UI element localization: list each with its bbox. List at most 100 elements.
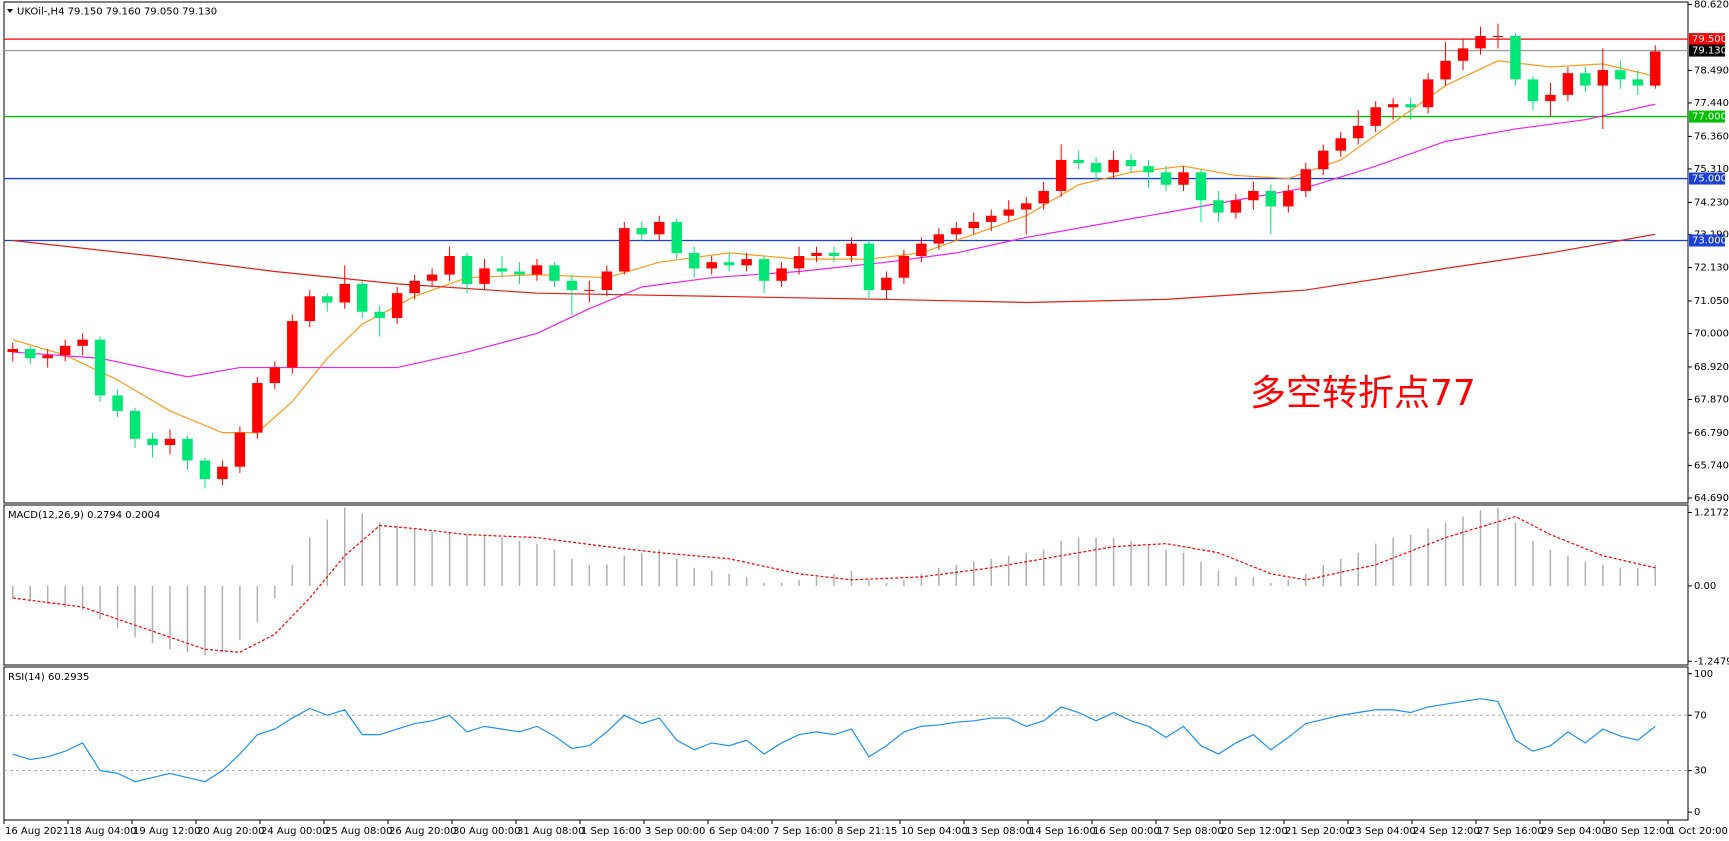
price-panel [3, 1, 1689, 504]
y-tick-label: 30 [1694, 766, 1707, 777]
level-label: 75.000 [1692, 174, 1727, 185]
candle-body [846, 243, 857, 257]
y-tick-label: 71.050 [1694, 296, 1729, 307]
y-tick-label: 0.00 [1694, 581, 1716, 592]
candle-body [933, 234, 945, 244]
x-tick-label: 20 Sep 12:00 [1221, 826, 1288, 837]
candle-body [1318, 150, 1329, 170]
y-tick-label: 100 [1694, 669, 1713, 680]
y-tick-label: 67.870 [1694, 394, 1729, 405]
y-tick-label: 66.790 [1694, 428, 1729, 439]
candle-body [182, 438, 193, 461]
moving-average [12, 103, 1656, 378]
candle-body [1300, 169, 1312, 191]
candle-body [1370, 107, 1381, 126]
candle-body [758, 259, 770, 281]
candle-body [1090, 163, 1102, 173]
candle-body [112, 395, 123, 411]
y-tick-label: 0 [1694, 807, 1700, 818]
candle-body [1003, 209, 1014, 216]
candle-body [531, 265, 543, 275]
candle-body [1160, 172, 1172, 185]
candle-body [636, 228, 648, 235]
x-tick-label: 13 Sep 08:00 [965, 826, 1032, 837]
candle-body [199, 460, 211, 480]
candle-body [986, 215, 997, 222]
level-label: 79.130 [1692, 46, 1727, 57]
candle-body [409, 280, 420, 294]
candle-body [1510, 36, 1521, 80]
x-tick-label: 29 Sep 04:00 [1541, 826, 1608, 837]
y-tick-label: 75.310 [1694, 164, 1729, 175]
candle-body [671, 221, 682, 253]
candle-body [1038, 190, 1049, 204]
y-tick-label: 1.2172 [1694, 507, 1729, 518]
level-label: 73.000 [1692, 236, 1727, 247]
candle-body [951, 228, 962, 235]
moving-average [12, 233, 1656, 304]
candle-body [776, 268, 787, 281]
y-tick-label: 80.620 [1694, 0, 1729, 10]
x-tick-label: 27 Sep 16:00 [1477, 826, 1544, 837]
x-tick-label: 8 Sep 21:15 [837, 826, 897, 837]
x-tick-label: 16 Sep 00:00 [1093, 826, 1160, 837]
candle-body [584, 290, 595, 292]
y-tick-label: 70 [1694, 710, 1707, 721]
x-tick-label: 24 Aug 00:00 [261, 826, 328, 837]
candle-body [356, 283, 368, 312]
candle-body [1405, 104, 1416, 108]
y-tick-label: 64.690 [1694, 493, 1729, 504]
candle-body [968, 221, 980, 229]
candle-body [1562, 73, 1574, 95]
candle-body [514, 271, 525, 275]
level-label: 77.000 [1692, 112, 1727, 123]
candle-body [252, 383, 263, 433]
candle-body [374, 311, 385, 318]
level-label-box [1689, 234, 1725, 247]
candle-body [688, 252, 700, 269]
candle-body [1108, 159, 1119, 173]
candle-body [496, 268, 508, 272]
candle-body [7, 348, 18, 353]
candle-body [1178, 172, 1189, 185]
candle-body [566, 280, 578, 291]
x-tick-label: 23 Sep 04:00 [1349, 826, 1416, 837]
x-tick-label: 24 Sep 12:00 [1413, 826, 1480, 837]
candle-body [601, 271, 613, 291]
y-tick-label: 72.130 [1694, 262, 1729, 273]
y-tick-label: 77.440 [1694, 98, 1729, 109]
candle-body [391, 293, 403, 318]
x-tick-label: 30 Sep 12:00 [1605, 826, 1672, 837]
candle-body [1422, 79, 1434, 108]
x-tick-label: 1 Sep 16:00 [581, 826, 641, 837]
candle-body [1020, 203, 1032, 210]
candle-body [1387, 104, 1399, 108]
candle-body [269, 367, 281, 384]
rsi-line [12, 698, 1656, 783]
candle-body [1545, 94, 1556, 102]
y-tick-label: 70.000 [1694, 328, 1729, 339]
candle-body [1283, 190, 1294, 207]
candle-body [322, 296, 333, 303]
level-label: 79.500 [1692, 34, 1727, 45]
level-label-box [1689, 44, 1725, 57]
level-label-box [1689, 172, 1725, 185]
candle-body [916, 243, 927, 257]
candle-body [1580, 73, 1591, 86]
candle-body [811, 252, 822, 257]
candle-body [42, 355, 53, 359]
candle-body [1597, 70, 1609, 86]
x-tick-label: 19 Aug 12:00 [133, 826, 200, 837]
candle-body [444, 256, 455, 275]
candle-body [881, 277, 892, 291]
x-tick-label: 17 Sep 08:00 [1157, 826, 1224, 837]
candle-body [1492, 36, 1504, 38]
x-tick-label: 10 Sep 04:00 [901, 826, 968, 837]
candle-body [217, 466, 228, 480]
x-tick-label: 21 Sep 20:00 [1285, 826, 1352, 837]
candle-body [1440, 60, 1451, 80]
candle-body [1615, 70, 1626, 80]
y-tick-label: 65.740 [1694, 460, 1729, 471]
candle-body [793, 256, 805, 269]
